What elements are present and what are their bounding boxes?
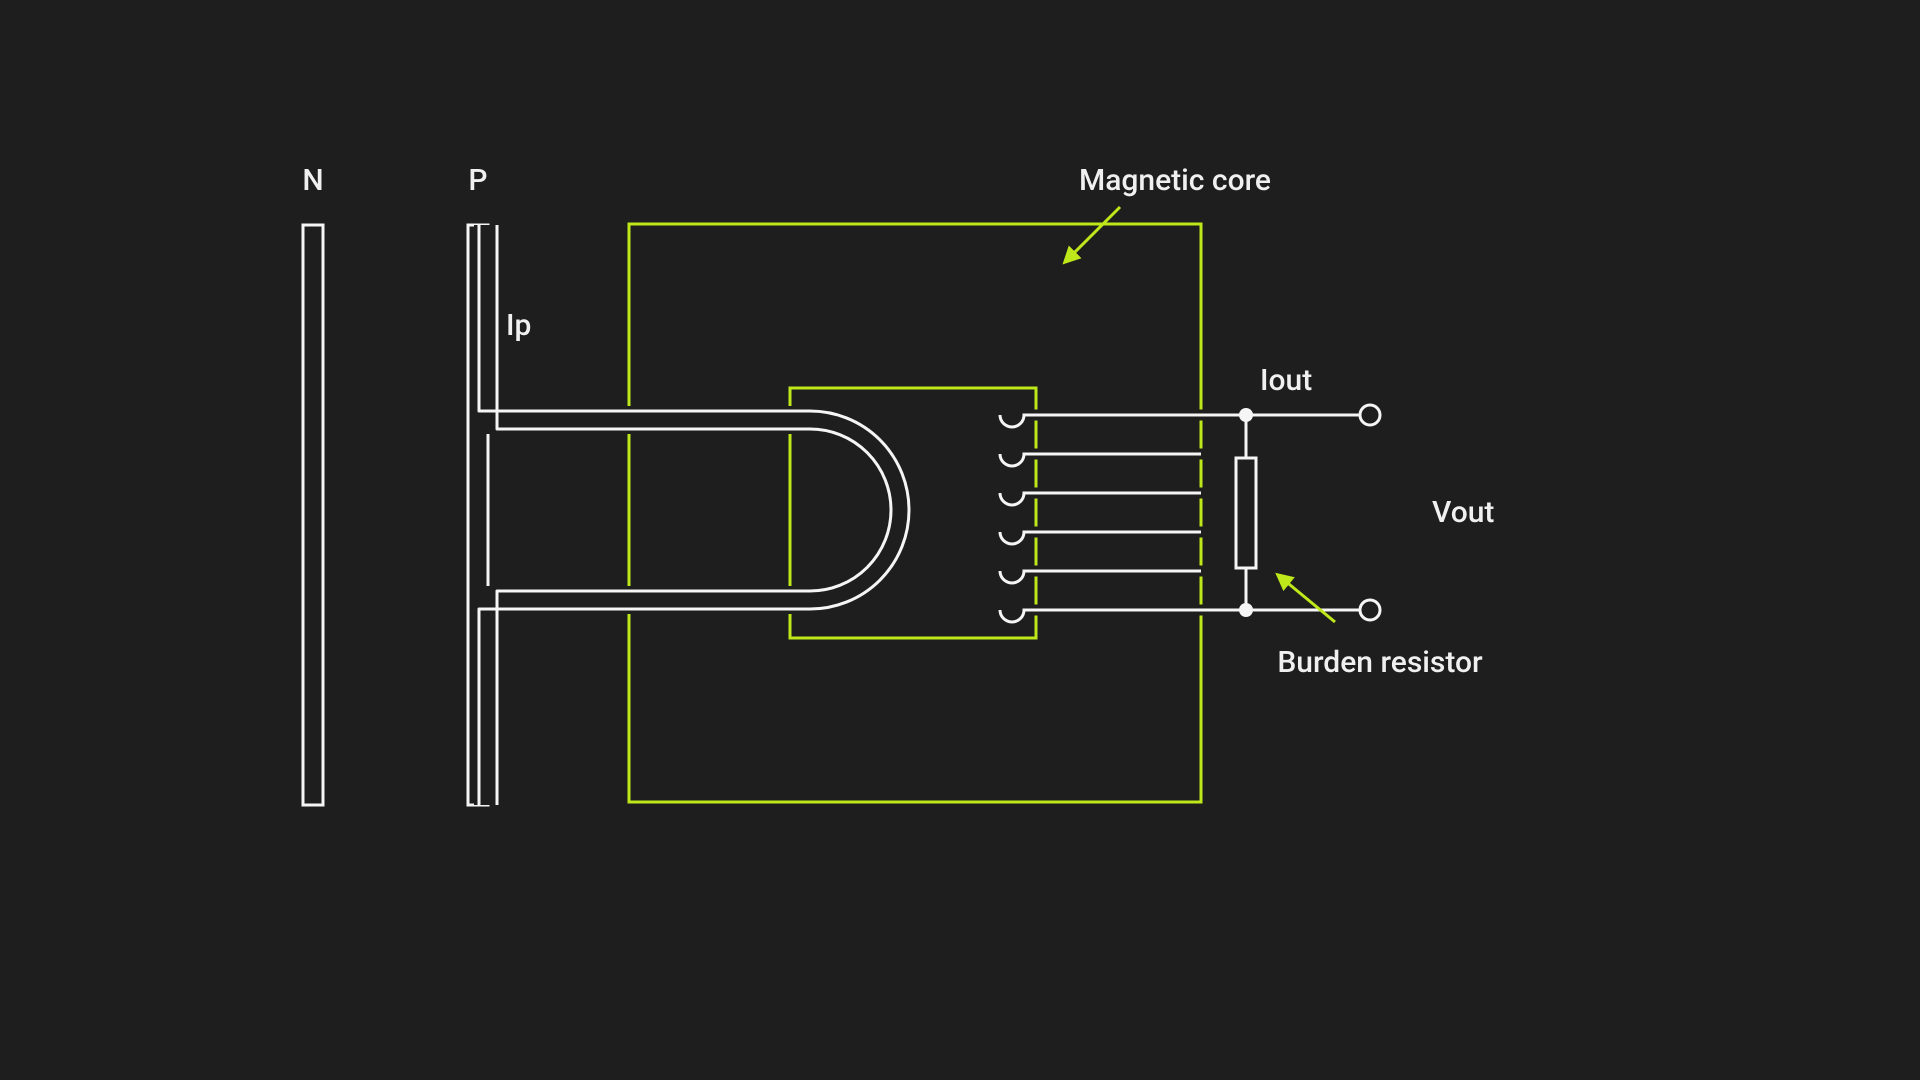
terminal-top (1360, 405, 1380, 425)
label-iout: Iout (1260, 363, 1312, 398)
label-n: N (302, 163, 323, 198)
node-top (1239, 408, 1253, 422)
label-magnetic-core: Magnetic core (1079, 163, 1271, 198)
node-bottom (1239, 603, 1253, 617)
label-p: P (468, 163, 487, 198)
label-ip: Ip (506, 308, 531, 343)
label-burden-resistor: Burden resistor (1277, 645, 1483, 680)
burden-resistor (1236, 458, 1256, 568)
current-transformer-diagram: N P Ip Magnetic core Iout Vout Burden resistor (0, 0, 1920, 1080)
terminal-bottom (1360, 600, 1380, 620)
label-vout: Vout (1432, 495, 1494, 530)
